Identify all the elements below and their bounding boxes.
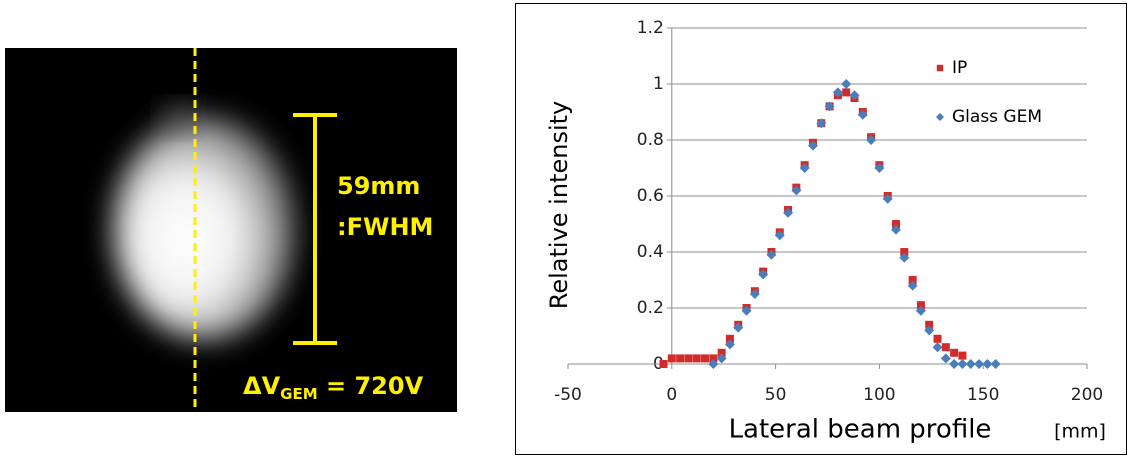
point xyxy=(942,343,950,351)
y-tick-label: 0.6 xyxy=(637,186,664,206)
figure: 59mm :FWHM ΔVGEM = 720V Lateral beam pro… xyxy=(0,0,1129,455)
point xyxy=(842,88,850,96)
point xyxy=(659,360,667,368)
y-tick-label: 1 xyxy=(653,74,664,94)
x-tick-label: 100 xyxy=(863,385,895,405)
voltage-sub: GEM xyxy=(280,385,318,403)
x-tick-label: 50 xyxy=(765,385,787,405)
point xyxy=(701,354,709,362)
voltage-label: ΔVGEM = 720V xyxy=(243,372,424,403)
point xyxy=(693,354,701,362)
point xyxy=(934,335,942,343)
x-axis-unit: [mm] xyxy=(1054,421,1106,443)
point xyxy=(950,349,958,357)
scale-label: 59mm xyxy=(337,172,420,200)
voltage-value: = 720V xyxy=(318,372,424,400)
y-tick-label: 0.4 xyxy=(637,242,664,262)
y-axis-label: Relative intensity xyxy=(545,101,573,309)
scale-note: :FWHM xyxy=(337,213,433,241)
voltage-symbol: ΔV xyxy=(243,372,281,400)
x-tick-label: 200 xyxy=(1071,385,1103,405)
chart-frame xyxy=(516,4,1127,455)
legend-marker xyxy=(937,65,943,71)
legend-label: IP xyxy=(952,58,967,78)
point xyxy=(668,354,676,362)
point xyxy=(684,354,692,362)
x-axis-label: Lateral beam profile xyxy=(729,415,992,445)
x-tick-label: -50 xyxy=(554,385,582,405)
x-tick-label: 0 xyxy=(666,385,677,405)
y-tick-label: 0.8 xyxy=(637,130,664,150)
y-tick-label: 1.2 xyxy=(637,18,664,38)
beam-image: 59mm :FWHM ΔVGEM = 720V xyxy=(5,48,457,412)
y-tick-label: 0.2 xyxy=(637,298,664,318)
point xyxy=(958,352,966,360)
beam-spot xyxy=(113,116,297,340)
point xyxy=(676,354,684,362)
beam-spot-tail xyxy=(164,106,192,130)
legend-label: Glass GEM xyxy=(952,107,1042,127)
x-tick-label: 150 xyxy=(967,385,999,405)
